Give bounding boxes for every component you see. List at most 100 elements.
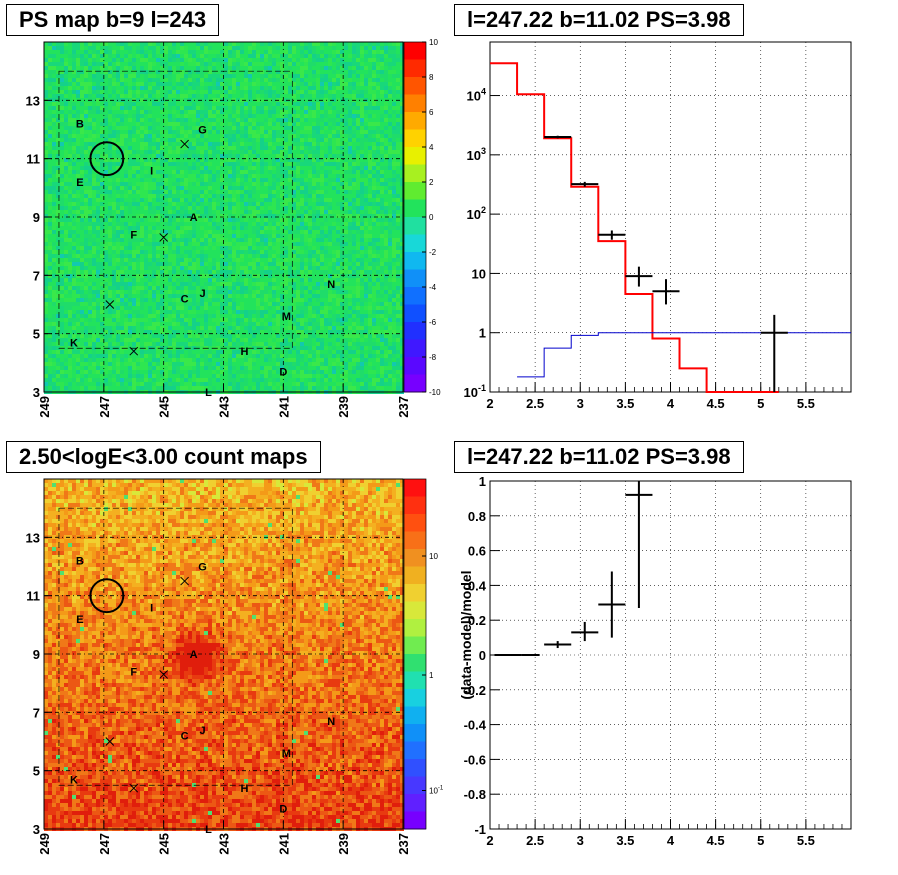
color-scale-segment bbox=[404, 112, 426, 130]
y-tick-label: 3 bbox=[33, 822, 40, 837]
color-scale-segment bbox=[404, 671, 426, 690]
y-tick-label: 103 bbox=[467, 146, 486, 163]
source-label-j: J bbox=[199, 288, 205, 300]
x-tick-label: 245 bbox=[157, 833, 172, 855]
source-cross-marker bbox=[105, 300, 115, 309]
x-tick-label: 249 bbox=[37, 396, 52, 418]
color-scale-segment bbox=[404, 496, 426, 515]
color-scale-label: -2 bbox=[429, 248, 437, 257]
source-label-k: K bbox=[70, 774, 78, 786]
x-tick-label: 237 bbox=[396, 396, 411, 418]
x-tick-label: 3 bbox=[577, 833, 584, 848]
source-label-l: L bbox=[205, 824, 212, 836]
y-tick-label: -0.2 bbox=[464, 683, 486, 698]
color-scale-segment bbox=[404, 164, 426, 183]
color-scale-segment bbox=[404, 129, 426, 148]
color-scale-segment bbox=[404, 776, 426, 795]
source-cross-marker bbox=[159, 670, 169, 679]
x-tick-label: 2.5 bbox=[526, 833, 544, 848]
color-scale-segment bbox=[404, 374, 426, 393]
spectrum-title: l=247.22 b=11.02 PS=3.98 bbox=[454, 4, 744, 36]
color-scale-segment bbox=[404, 514, 426, 532]
y-tick-label: 0.4 bbox=[468, 578, 487, 593]
source-label-d: D bbox=[279, 367, 287, 379]
source-label-c: C bbox=[181, 731, 189, 743]
y-tick-label: 10-1 bbox=[464, 383, 486, 400]
y-tick-label: 9 bbox=[33, 647, 40, 662]
x-tick-label: 247 bbox=[97, 396, 112, 418]
x-tick-label: 3 bbox=[577, 396, 584, 411]
y-tick-label: -1 bbox=[474, 822, 486, 837]
model-histogram-line bbox=[490, 62, 779, 393]
y-tick-label: 5 bbox=[33, 764, 40, 779]
source-cross-marker bbox=[105, 737, 115, 746]
y-tick-label: 13 bbox=[26, 93, 40, 108]
color-scale-segment bbox=[404, 724, 426, 742]
color-scale-segment bbox=[404, 269, 426, 288]
color-scale-segment bbox=[404, 217, 426, 235]
color-scale-label: 8 bbox=[429, 73, 434, 82]
color-scale-label: 6 bbox=[429, 108, 434, 117]
x-tick-label: 2.5 bbox=[526, 396, 544, 411]
color-scale-label: -4 bbox=[429, 283, 437, 292]
source-label-e: E bbox=[76, 614, 83, 626]
color-scale-segment bbox=[404, 182, 426, 200]
target-circle bbox=[89, 578, 125, 614]
color-scale-segment bbox=[404, 601, 426, 620]
y-tick-label: 7 bbox=[33, 705, 40, 720]
color-scale-label: 10-1 bbox=[429, 786, 444, 796]
source-label-i: I bbox=[150, 602, 153, 614]
x-tick-label: 237 bbox=[396, 833, 411, 855]
x-tick-label: 4.5 bbox=[707, 396, 725, 411]
y-tick-label: 11 bbox=[26, 589, 40, 604]
x-tick-label: 247 bbox=[97, 833, 112, 855]
x-tick-label: 5.5 bbox=[797, 833, 815, 848]
color-scale-segment bbox=[404, 234, 426, 253]
y-tick-label: 0.2 bbox=[468, 613, 486, 628]
x-tick-label: 4 bbox=[667, 833, 675, 848]
y-tick-label: 0 bbox=[479, 648, 486, 663]
source-label-k: K bbox=[70, 337, 78, 349]
x-tick-label: 243 bbox=[217, 396, 232, 418]
x-tick-label: 2 bbox=[486, 396, 493, 411]
residual-chart: 2 2.5 3 3.5 4 4.5 5 5.5 1 0.8 0.6 0.4 0.2 0 -0.2 -0.4 -0… bbox=[458, 474, 852, 848]
color-scale-segment bbox=[404, 77, 426, 95]
count-map-title: 2.50<logE<3.00 count maps bbox=[6, 441, 321, 473]
y-tick-label: 3 bbox=[33, 385, 40, 400]
color-scale-segment bbox=[404, 339, 426, 358]
color-scale-segment bbox=[404, 42, 426, 60]
count-map-chart: 249 247 245 243 241 239 237 3 5 7 9 11 13 B G E I A F C J N M K… bbox=[26, 478, 444, 855]
x-tick-label: 3.5 bbox=[616, 396, 634, 411]
source-label-n: N bbox=[327, 279, 335, 291]
color-scale-segment bbox=[404, 549, 426, 567]
source-label-c: C bbox=[181, 294, 189, 306]
background-histogram-line bbox=[517, 332, 851, 378]
color-scale-label: -10 bbox=[429, 388, 441, 397]
color-scale-segment bbox=[404, 741, 426, 760]
ps-map-chart: 249 247 245 243 241 239 237 3 5 7 9 11 13 B G E I A F C J N M K… bbox=[26, 38, 442, 418]
color-scale-segment bbox=[404, 531, 426, 550]
color-scale-segment bbox=[404, 147, 426, 165]
source-label-b: B bbox=[76, 556, 84, 568]
x-tick-label: 5 bbox=[757, 396, 764, 411]
color-scale-segment bbox=[404, 794, 426, 812]
source-label-a: A bbox=[190, 212, 198, 224]
y-tick-label: 1 bbox=[479, 474, 486, 489]
plot-frame bbox=[489, 41, 852, 393]
color-scale-label: 0 bbox=[429, 213, 434, 222]
source-label-d: D bbox=[279, 804, 287, 816]
source-label-j: J bbox=[199, 725, 205, 737]
color-scale-label: 10 bbox=[429, 552, 438, 561]
map-pixels bbox=[44, 479, 404, 831]
color-scale-segment bbox=[404, 566, 426, 585]
source-label-f: F bbox=[130, 667, 137, 679]
y-tick-label: -0.4 bbox=[464, 718, 487, 733]
x-tick-label: 249 bbox=[37, 833, 52, 855]
x-tick-label: 5 bbox=[757, 833, 764, 848]
y-tick-label: 11 bbox=[26, 152, 40, 167]
map-pixels bbox=[44, 42, 404, 394]
ps-map-title: PS map b=9 l=243 bbox=[6, 4, 220, 36]
y-tick-label: 104 bbox=[467, 87, 486, 104]
source-label-i: I bbox=[150, 165, 153, 177]
color-scale-segment bbox=[404, 706, 426, 725]
